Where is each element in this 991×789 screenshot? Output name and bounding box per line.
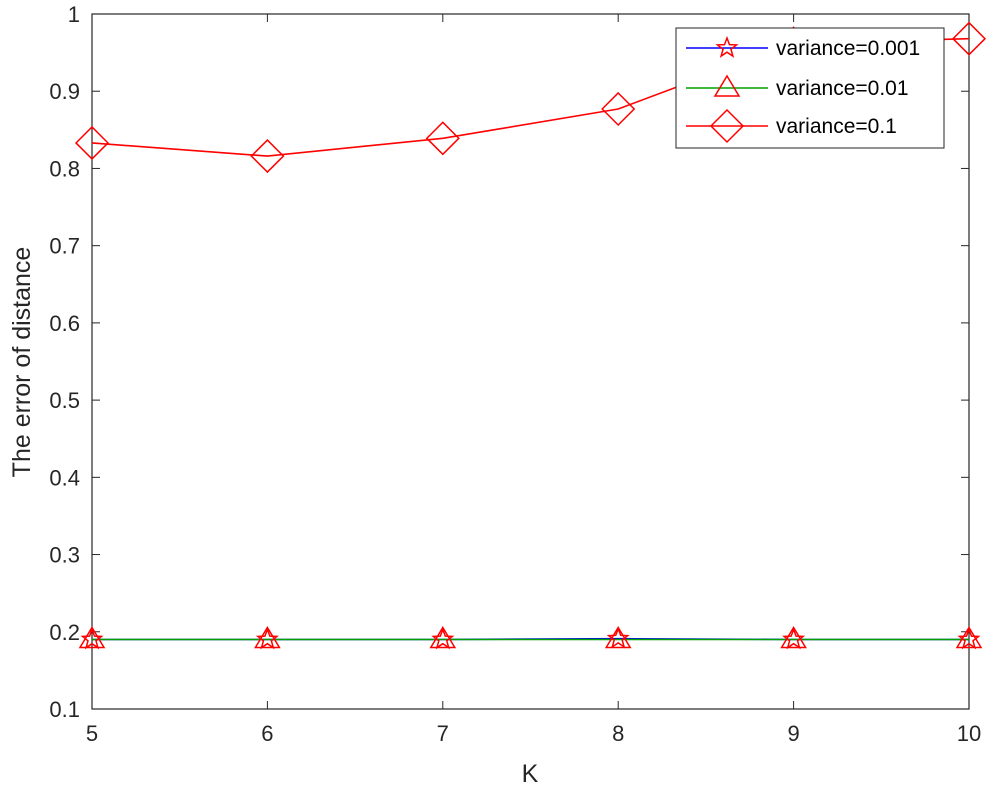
x-tick-label: 8 (612, 721, 624, 746)
y-tick-label: 0.1 (49, 697, 80, 722)
data-point (957, 627, 981, 650)
data-point (74, 125, 110, 161)
data-point (606, 626, 630, 649)
y-tick-label: 1 (68, 2, 80, 27)
legend-item: variance=0.001 (686, 35, 920, 60)
x-axis: 5 6 7 8 9 10 (86, 14, 981, 746)
data-point (782, 627, 806, 650)
data-point (250, 139, 285, 174)
legend-marker (713, 74, 741, 97)
x-tick-label: 6 (261, 721, 273, 746)
x-tick-label: 5 (86, 721, 98, 746)
y-tick-label: 0.9 (49, 79, 80, 104)
y-tick-label: 0.7 (49, 234, 80, 259)
data-point (429, 626, 457, 649)
data-point (951, 21, 987, 56)
legend-item: variance=0.1 (686, 108, 897, 144)
data-point (955, 626, 983, 649)
legend-label: variance=0.001 (776, 37, 920, 60)
data-point (601, 91, 636, 127)
legend-marker (709, 108, 745, 144)
y-tick-label: 0.3 (49, 543, 80, 568)
y-tick-label: 0.6 (49, 311, 80, 336)
data-point (431, 627, 455, 650)
legend-item: variance=0.01 (686, 74, 909, 100)
x-axis-title: K (522, 760, 539, 788)
legend-label: variance=0.1 (776, 115, 897, 138)
y-tick-label: 0.8 (49, 156, 80, 181)
data-point (425, 121, 460, 156)
x-tick-label: 9 (787, 721, 799, 746)
x-tick-label: 10 (957, 721, 981, 746)
data-point (780, 626, 807, 649)
data-point (80, 627, 104, 650)
x-tick-label: 7 (437, 721, 449, 746)
y-tick-label: 0.5 (49, 388, 80, 413)
y-tick-label: 0.2 (49, 620, 80, 645)
legend-label: variance=0.01 (776, 77, 909, 100)
y-axis-title: The error of distance (8, 247, 36, 478)
legend: variance=0.001 variance=0.01 variance=0.1 (675, 27, 945, 149)
data-point (255, 627, 279, 650)
series-1-markers (80, 626, 981, 650)
data-point (78, 626, 106, 649)
data-point (604, 626, 632, 649)
legend-marker (715, 35, 739, 58)
y-tick-label: 0.4 (49, 465, 80, 490)
data-point (254, 626, 281, 649)
series-2-markers (78, 626, 983, 649)
y-axis: 0.1 0.2 0.3 0.4 0.5 0.6 0.7 0.8 0.9 1 (49, 2, 969, 722)
